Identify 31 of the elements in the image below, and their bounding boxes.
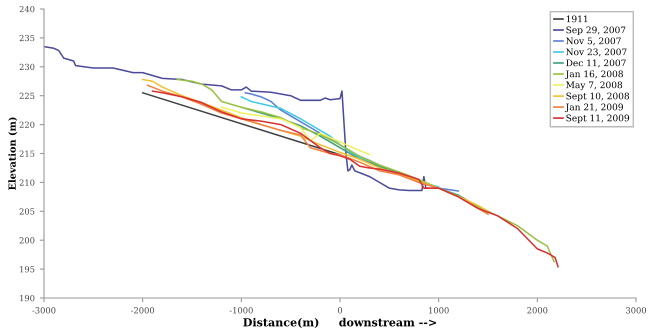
x-tick-label: -1000 <box>230 307 253 314</box>
legend-label: Nov 23, 2007 <box>566 48 627 56</box>
y-tick-label: 230 <box>20 64 34 70</box>
legend-label: Sept 11, 2009 <box>566 114 630 124</box>
y-tick-label: 200 <box>20 237 34 244</box>
legend-label: Dec 11, 2007 <box>566 59 626 68</box>
x-tick-label: 0 <box>338 307 342 314</box>
legend-label: Sep 29, 2007 <box>566 26 626 36</box>
y-tick-label: 215 <box>20 150 34 157</box>
y-tick-label: 240 <box>20 6 34 12</box>
x-tick-label: -2000 <box>131 307 154 314</box>
x-tick-label: 1000 <box>429 307 449 314</box>
y-tick-label: 235 <box>20 34 34 42</box>
y-axis-title: Elevation (m) <box>8 118 18 190</box>
legend-label: Sept 10, 2008 <box>566 92 630 102</box>
line-series <box>220 106 370 156</box>
y-tick-label: 210 <box>20 179 34 186</box>
y-tick-label: 190 <box>20 294 34 302</box>
y-tick-label: 220 <box>20 122 34 128</box>
x-tick-label: 3000 <box>626 307 646 314</box>
y-tick-label: 205 <box>20 208 34 215</box>
legend-label: Nov 5, 2007 <box>566 37 621 46</box>
legend-label: May 7, 2008 <box>566 81 622 90</box>
x-tick-label: 2000 <box>527 307 548 314</box>
legend-label: 1911 <box>566 15 588 22</box>
x-tick-label: -3000 <box>32 307 56 314</box>
x-axis-title: Distance(m) downstream --> <box>243 318 436 328</box>
y-tick-label: 225 <box>20 92 34 99</box>
legend-label: Jan 16, 2008 <box>564 70 623 80</box>
legend-label: Jan 21, 2009 <box>564 104 623 112</box>
y-tick-label: 195 <box>20 266 34 272</box>
